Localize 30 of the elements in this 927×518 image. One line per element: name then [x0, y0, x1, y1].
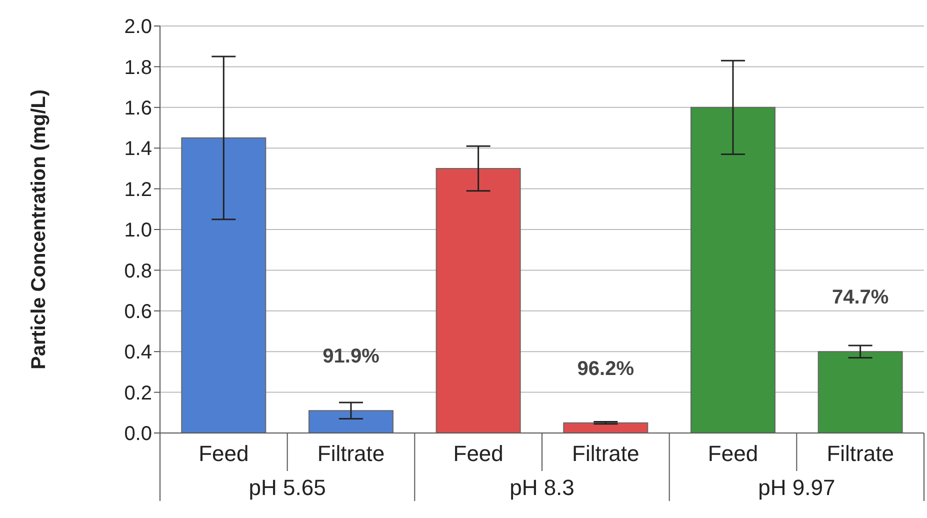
- y-tick-label: 2.0: [124, 16, 152, 38]
- y-tick-label: 0.0: [124, 423, 152, 446]
- x-tick-label: Filtrate: [826, 441, 894, 466]
- y-tick-label: 0.6: [124, 301, 152, 323]
- x-tick-label: Feed: [198, 441, 249, 466]
- text: pH 9.97: [758, 475, 836, 500]
- bar: [563, 422, 648, 433]
- y-tick-label: 1.2: [124, 178, 152, 201]
- bar: [690, 106, 776, 433]
- annotation: 96.2%: [577, 358, 634, 380]
- x-tick-label: Filtrate: [572, 441, 640, 466]
- x-tick-label: Filtrate: [317, 441, 385, 466]
- text: pH 8.3: [510, 475, 574, 500]
- x-tick-label: Feed: [708, 441, 758, 466]
- y-tick-label: 0.4: [124, 342, 152, 364]
- bar: [181, 137, 266, 433]
- bar: [308, 410, 394, 433]
- y-tick-label: 0.2: [124, 382, 152, 404]
- y-tick-label: 1.4: [124, 138, 152, 160]
- y-axis-title: Particle Concentration (mg/L): [28, 89, 50, 370]
- text: pH 5.65: [248, 475, 326, 500]
- y-tick-label: 1.6: [124, 98, 152, 120]
- y-tick-label: 0.8: [124, 260, 152, 282]
- x-tick-label: Feed: [453, 441, 504, 466]
- annotation: 91.9%: [322, 346, 380, 368]
- y-tick-label: 1.0: [124, 220, 152, 242]
- y-tick-label: 1.8: [124, 56, 152, 79]
- bar: [436, 168, 521, 433]
- annotation: 74.7%: [832, 286, 889, 309]
- bar: [818, 351, 903, 433]
